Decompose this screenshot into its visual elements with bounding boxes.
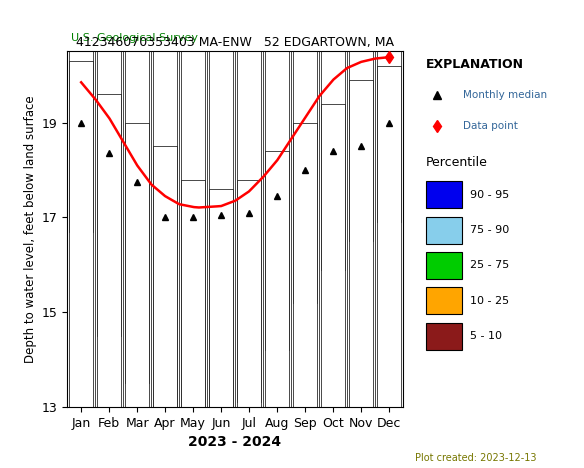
Bar: [293, 51, 317, 303]
Bar: [153, 146, 177, 407]
Text: Percentile: Percentile: [426, 156, 488, 169]
X-axis label: 2023 - 2024: 2023 - 2024: [189, 435, 281, 449]
Bar: [69, 51, 93, 232]
Bar: [426, 181, 462, 208]
Text: 90 - 95: 90 - 95: [470, 190, 509, 200]
Bar: [98, 51, 121, 336]
Text: 5 - 10: 5 - 10: [470, 331, 502, 341]
Bar: [237, 51, 261, 402]
Bar: [98, 94, 121, 407]
Text: U.S. Geological Survey: U.S. Geological Survey: [71, 33, 197, 43]
Bar: [181, 180, 205, 407]
Y-axis label: Depth to water level, feet below land surface: Depth to water level, feet below land su…: [25, 95, 37, 363]
Bar: [349, 51, 373, 241]
Bar: [426, 323, 462, 350]
Bar: [153, 51, 177, 417]
Text: Monthly median: Monthly median: [463, 90, 547, 100]
Bar: [321, 103, 345, 407]
Bar: [209, 51, 233, 426]
Bar: [377, 66, 401, 407]
Bar: [426, 217, 462, 243]
Text: 25 - 75: 25 - 75: [470, 261, 509, 271]
Bar: [237, 180, 261, 407]
Bar: [69, 61, 93, 407]
Bar: [265, 151, 289, 407]
Text: EXPLANATION: EXPLANATION: [426, 58, 524, 71]
Bar: [321, 51, 345, 270]
Text: 75 - 90: 75 - 90: [470, 225, 509, 235]
Bar: [349, 80, 373, 407]
Bar: [125, 51, 149, 383]
Bar: [265, 51, 289, 350]
Title: 412346070353403 MA-ENW   52 EDGARTOWN, MA: 412346070353403 MA-ENW 52 EDGARTOWN, MA: [76, 36, 394, 49]
Bar: [125, 123, 149, 407]
Text: 10 - 25: 10 - 25: [470, 296, 509, 306]
Text: Data point: Data point: [463, 121, 518, 131]
Bar: [377, 51, 401, 222]
Bar: [293, 123, 317, 407]
Bar: [209, 189, 233, 407]
Bar: [181, 51, 205, 431]
Bar: [426, 252, 462, 279]
Text: Plot created: 2023-12-13: Plot created: 2023-12-13: [415, 453, 536, 463]
Bar: [426, 287, 462, 314]
